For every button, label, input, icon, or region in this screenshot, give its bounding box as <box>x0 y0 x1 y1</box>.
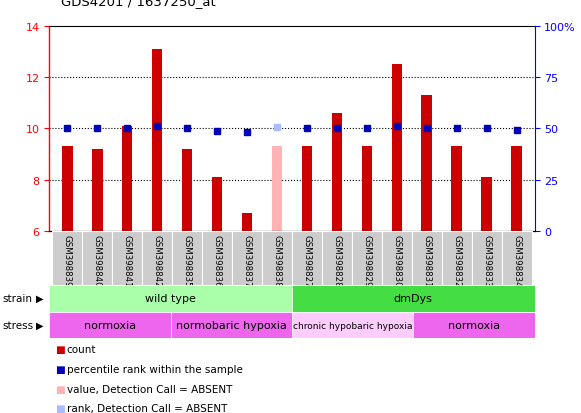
Text: GSM398837: GSM398837 <box>242 234 252 287</box>
Bar <box>242 214 252 231</box>
Text: normoxia: normoxia <box>84 320 136 330</box>
Text: GSM398838: GSM398838 <box>272 234 281 287</box>
Text: GSM398835: GSM398835 <box>182 234 192 287</box>
Text: GSM398839: GSM398839 <box>63 234 72 286</box>
Text: GSM398832: GSM398832 <box>452 234 461 287</box>
Bar <box>421 96 432 231</box>
Bar <box>171 312 292 339</box>
Text: stress: stress <box>3 320 34 330</box>
Text: ■: ■ <box>55 344 65 354</box>
Text: dmDys: dmDys <box>394 293 433 304</box>
Text: GSM398827: GSM398827 <box>303 234 311 287</box>
Bar <box>83 231 112 285</box>
Bar <box>212 178 223 231</box>
Bar <box>482 178 492 231</box>
Bar <box>262 231 292 285</box>
Text: GSM398830: GSM398830 <box>392 234 401 287</box>
Text: GSM398828: GSM398828 <box>332 234 342 287</box>
Bar <box>322 231 352 285</box>
Bar <box>451 147 462 231</box>
Bar <box>352 231 382 285</box>
Bar <box>292 312 413 339</box>
Text: GSM398841: GSM398841 <box>123 234 132 287</box>
Text: GSM398831: GSM398831 <box>422 234 431 287</box>
Text: GSM398836: GSM398836 <box>213 234 221 287</box>
Text: percentile rank within the sample: percentile rank within the sample <box>67 364 243 374</box>
Bar <box>292 231 322 285</box>
Bar <box>152 50 163 231</box>
Bar <box>413 312 535 339</box>
Text: chronic hypobaric hypoxia: chronic hypobaric hypoxia <box>293 321 413 330</box>
Bar <box>302 147 312 231</box>
Text: wild type: wild type <box>145 293 196 304</box>
Bar <box>442 231 472 285</box>
Bar <box>382 231 412 285</box>
Text: count: count <box>67 344 96 354</box>
Text: rank, Detection Call = ABSENT: rank, Detection Call = ABSENT <box>67 404 227 413</box>
Bar <box>92 150 102 231</box>
Bar <box>122 126 132 231</box>
Bar <box>49 312 171 339</box>
Bar <box>202 231 232 285</box>
Bar <box>472 231 501 285</box>
Text: GSM398842: GSM398842 <box>153 234 162 287</box>
Text: normobaric hypoxia: normobaric hypoxia <box>176 320 287 330</box>
Text: GSM398834: GSM398834 <box>512 234 521 287</box>
Bar <box>112 231 142 285</box>
Text: GSM398833: GSM398833 <box>482 234 491 287</box>
Text: ■: ■ <box>55 364 65 374</box>
Bar <box>49 285 292 312</box>
Bar <box>142 231 172 285</box>
Text: GSM398829: GSM398829 <box>363 234 371 286</box>
Bar <box>511 147 522 231</box>
Text: GSM398840: GSM398840 <box>93 234 102 287</box>
Text: ■: ■ <box>55 384 65 394</box>
Text: ■: ■ <box>55 404 65 413</box>
Bar <box>292 285 535 312</box>
Bar <box>392 65 402 231</box>
Text: ▶: ▶ <box>36 293 44 304</box>
Bar <box>62 147 73 231</box>
Bar <box>52 231 83 285</box>
Bar <box>412 231 442 285</box>
Text: value, Detection Call = ABSENT: value, Detection Call = ABSENT <box>67 384 232 394</box>
Bar <box>332 114 342 231</box>
Text: normoxia: normoxia <box>448 320 500 330</box>
Bar <box>272 147 282 231</box>
Bar <box>232 231 262 285</box>
Bar <box>172 231 202 285</box>
Text: strain: strain <box>3 293 33 304</box>
Text: GDS4201 / 1637250_at: GDS4201 / 1637250_at <box>61 0 216 8</box>
Bar <box>182 150 192 231</box>
Text: ▶: ▶ <box>36 320 44 330</box>
Bar <box>501 231 532 285</box>
Bar <box>361 147 372 231</box>
